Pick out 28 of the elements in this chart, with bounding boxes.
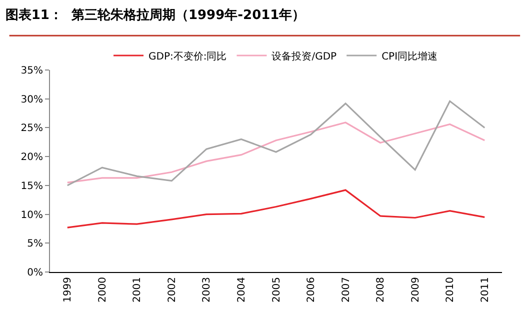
x-tick-label: 2010 (445, 277, 456, 302)
x-tick-label: 2001 (132, 277, 144, 302)
x-tick-label: 2000 (97, 277, 108, 302)
y-tick-label: 10% (20, 210, 43, 221)
x-tick-label: 2006 (306, 277, 318, 302)
x-tick-label: 2009 (410, 277, 422, 302)
x-tick-label: 2007 (340, 277, 352, 302)
x-tick-label: 2005 (271, 277, 282, 302)
legend-label: 设备投资/GDP (272, 50, 337, 62)
chart-title: 图表11： 第三轮朱格拉周期（1999年-2011年） (5, 8, 306, 23)
y-tick-label: 35% (20, 66, 43, 76)
line-series (66, 122, 486, 184)
y-tick-label: 25% (20, 123, 43, 134)
x-tick-label: 2004 (236, 277, 248, 302)
x-tick-label: 2002 (166, 277, 178, 302)
line-series (66, 189, 486, 228)
y-tick-label: 5% (27, 238, 43, 250)
y-tick-label: 20% (20, 152, 43, 164)
legend-label: GDP:不变价:同比 (148, 50, 227, 62)
line-series (66, 100, 486, 186)
x-tick-label: 2003 (202, 277, 213, 302)
x-tick-label: 1999 (62, 277, 74, 302)
x-tick-label: 2011 (480, 277, 491, 302)
y-tick-label: 15% (20, 180, 43, 192)
x-tick-label: 2008 (376, 277, 387, 302)
y-tick-label: 30% (20, 94, 43, 106)
y-tick-label: 0% (27, 268, 43, 278)
legend-label: CPI同比增速 (382, 50, 438, 62)
